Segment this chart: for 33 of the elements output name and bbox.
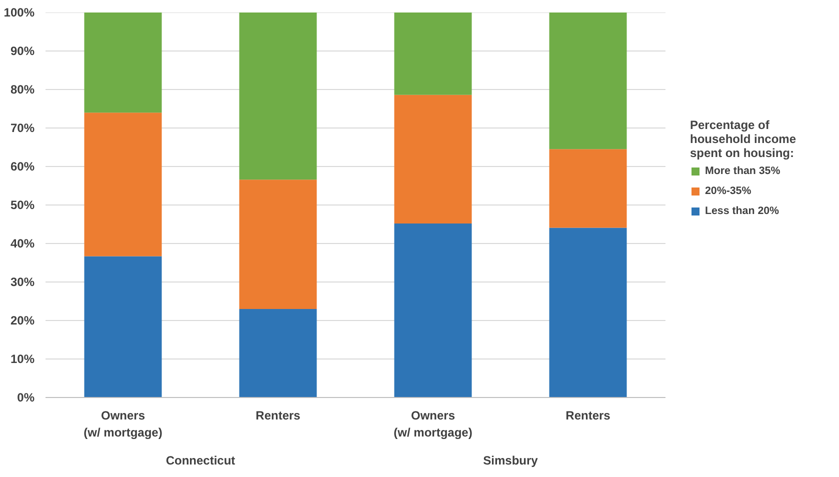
bar	[84, 256, 162, 398]
x-tick-label: Renters	[256, 408, 301, 422]
y-tick-label: 70%	[10, 121, 35, 135]
legend-title: Percentage of household income spent on housing:	[690, 118, 796, 160]
bar	[239, 180, 317, 309]
bar	[394, 94, 472, 224]
y-tick-label: 50%	[10, 198, 35, 212]
x-tick-label: Renters	[566, 408, 611, 422]
text: Connecticut	[166, 454, 236, 468]
bar	[84, 12, 162, 113]
y-tick-label: 40%	[10, 236, 35, 250]
y-tick-label: 20%	[10, 314, 35, 328]
bar	[239, 12, 317, 180]
x-tick-label: Owners (w/ mortgage)	[84, 408, 162, 440]
y-tick-label: 10%	[10, 352, 35, 366]
text: Simsbury	[483, 454, 538, 468]
legend-label: More than 35%	[705, 165, 780, 177]
bar	[549, 228, 627, 398]
y-tick-label: 90%	[10, 44, 35, 58]
bar	[549, 149, 627, 228]
bar	[394, 223, 472, 398]
bar	[84, 112, 162, 256]
y-tick-label: 0%	[17, 390, 35, 404]
bar	[394, 12, 472, 95]
legend-label: Less than 20%	[705, 205, 780, 217]
y-tick-label: 60%	[10, 160, 35, 174]
legend-label: 20%-35%	[705, 185, 752, 197]
y-tick-label: 80%	[10, 82, 35, 96]
y-tick-label: 30%	[10, 275, 35, 289]
bar	[549, 12, 627, 150]
x-tick-label: Owners (w/ mortgage)	[394, 408, 472, 440]
bar	[239, 308, 317, 398]
y-tick-label: 100%	[4, 6, 35, 20]
